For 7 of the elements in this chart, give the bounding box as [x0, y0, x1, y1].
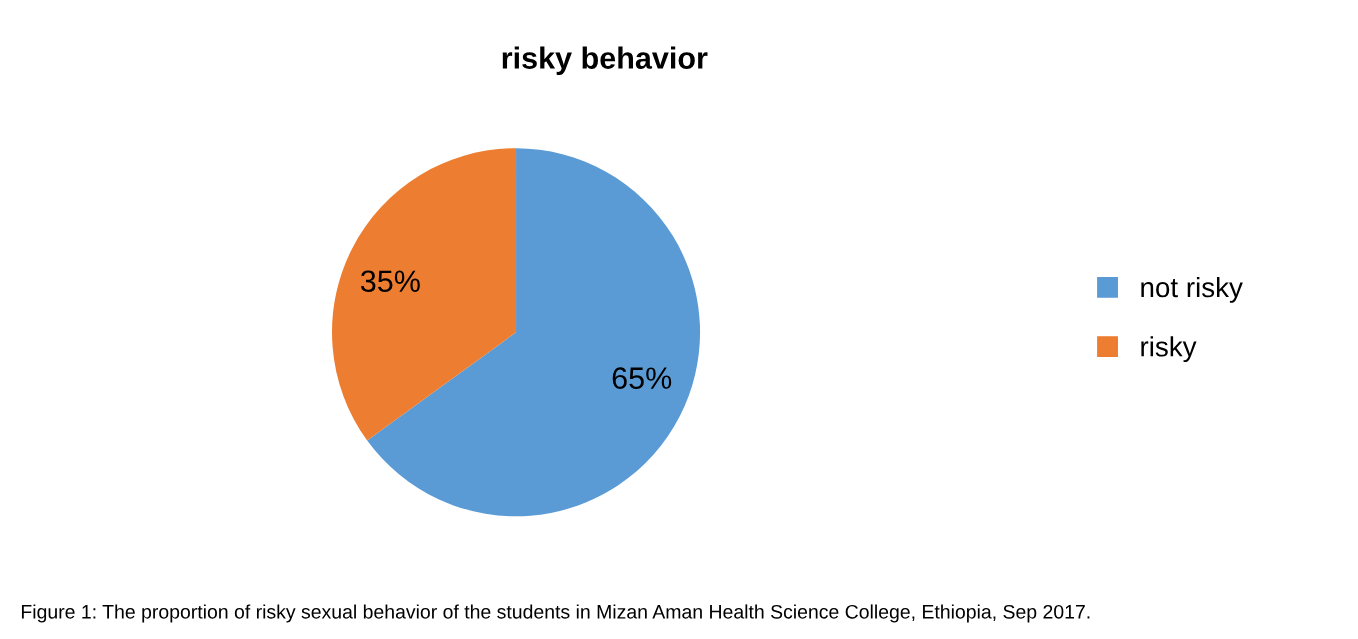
data-label: 65%: [612, 367, 672, 389]
chart-title: risky behavior: [502, 46, 708, 75]
legend-label: risky: [1141, 336, 1197, 363]
pie-slice: [332, 148, 517, 441]
legend-label: not risky: [1141, 276, 1243, 303]
data-label: 35%: [360, 270, 420, 293]
caption: Figure 1: The proportion of risky sexual behavior of the students in Mizan Aman Health Science College, Ethiopia, Sep 2017.: [21, 604, 1090, 623]
